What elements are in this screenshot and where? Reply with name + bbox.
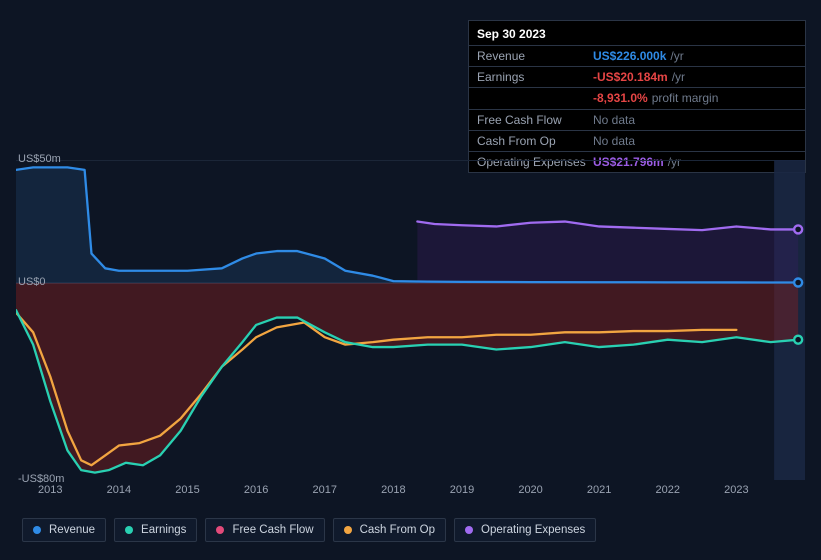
legend-item-fcf[interactable]: Free Cash Flow [205,518,324,542]
legend-label: Earnings [141,524,186,536]
legend-dot-icon [216,526,224,534]
x-axis-label: 2023 [724,484,748,496]
legend-dot-icon [344,526,352,534]
tooltip-row-revenue: RevenueUS$226.000k/yr [469,46,805,67]
tooltip-title: Sep 30 2023 [469,21,805,46]
tooltip-label: Free Cash Flow [477,113,593,127]
legend-dot-icon [465,526,473,534]
tooltip-label: Earnings [477,70,593,84]
x-axis-label: 2022 [656,484,680,496]
legend-label: Operating Expenses [481,524,585,536]
x-axis-label: 2013 [38,484,62,496]
legend-item-opex[interactable]: Operating Expenses [454,518,596,542]
tooltip-label: Revenue [477,49,593,63]
series-marker-earnings [794,336,802,344]
legend: Revenue Earnings Free Cash Flow Cash From O… [22,518,596,542]
x-axis-label: 2015 [175,484,199,496]
series-area-opex [417,222,798,284]
legend-label: Cash From Op [360,524,435,536]
tooltip-nodata: No data [593,113,635,127]
x-axis-label: 2014 [107,484,131,496]
tooltip-value: -US$20.184m [593,70,668,84]
tooltip-label: Cash From Op [477,134,593,148]
x-axis-label: 2016 [244,484,268,496]
legend-item-earnings[interactable]: Earnings [114,518,197,542]
tooltip-value: US$226.000k [593,49,666,63]
legend-label: Free Cash Flow [232,524,313,536]
series-marker-opex [794,225,802,233]
tooltip-unit: /yr [670,49,683,63]
legend-item-cfo[interactable]: Cash From Op [333,518,446,542]
x-axis-label: 2018 [381,484,405,496]
tooltip-subrow-earnings: -8,931.0% profit margin [469,88,805,110]
x-axis-label: 2021 [587,484,611,496]
tooltip-nodata: No data [593,134,635,148]
legend-dot-icon [33,526,41,534]
chart-area[interactable]: US$50mUS$0-US$80m [16,160,805,480]
legend-label: Revenue [49,524,95,536]
chart-svg [16,160,805,480]
series-marker-revenue [794,279,802,287]
tooltip-row-earnings: Earnings-US$20.184m/yr [469,67,805,88]
legend-item-revenue[interactable]: Revenue [22,518,106,542]
legend-dot-icon [125,526,133,534]
x-axis-label: 2019 [450,484,474,496]
tooltip-sub-unit: profit margin [652,91,719,105]
x-axis-label: 2020 [518,484,542,496]
tooltip-row-fcf: Free Cash FlowNo data [469,110,805,131]
tooltip-unit: /yr [672,70,685,84]
tooltip-row-cfo: Cash From OpNo data [469,131,805,152]
tooltip-sub-value: -8,931.0% [593,91,648,105]
x-axis: 2013 2014 2015 2016 2017 2018 2019 2020 2021 2022… [16,484,805,500]
x-axis-label: 2017 [312,484,336,496]
tooltip-box: Sep 30 2023RevenueUS$226.000k/yrEarnings… [468,20,806,173]
